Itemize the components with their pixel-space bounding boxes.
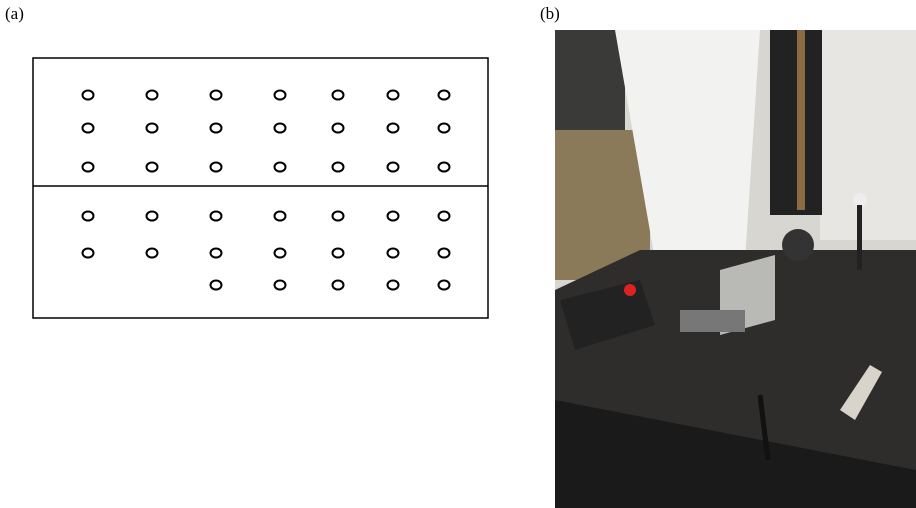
hole bbox=[83, 249, 94, 258]
hole bbox=[439, 124, 450, 133]
page: (a) (b) (() => { const data = JSON.parse… bbox=[0, 0, 916, 508]
plate-outline bbox=[33, 58, 488, 318]
hole bbox=[439, 212, 450, 221]
hole bbox=[388, 163, 399, 172]
hole bbox=[275, 91, 286, 100]
hole bbox=[211, 91, 222, 100]
photo-scale bbox=[797, 30, 805, 210]
hole bbox=[147, 249, 158, 258]
hole bbox=[439, 281, 450, 290]
hole bbox=[275, 212, 286, 221]
hole bbox=[333, 163, 344, 172]
hole bbox=[439, 249, 450, 258]
figure bbox=[0, 0, 916, 508]
hole bbox=[275, 281, 286, 290]
hole bbox=[275, 124, 286, 133]
hole bbox=[275, 163, 286, 172]
hole bbox=[388, 249, 399, 258]
photo-wall bbox=[820, 30, 916, 240]
photo-stand bbox=[857, 205, 862, 270]
photo-column bbox=[770, 30, 822, 215]
hole bbox=[211, 249, 222, 258]
hole bbox=[211, 281, 222, 290]
hole bbox=[83, 124, 94, 133]
photo-vise bbox=[680, 310, 745, 332]
hole bbox=[147, 91, 158, 100]
hole bbox=[147, 212, 158, 221]
hole bbox=[83, 163, 94, 172]
hole bbox=[83, 91, 94, 100]
hole bbox=[333, 249, 344, 258]
hole bbox=[333, 124, 344, 133]
hole bbox=[388, 91, 399, 100]
hole bbox=[388, 281, 399, 290]
hole bbox=[333, 281, 344, 290]
hole bbox=[211, 212, 222, 221]
hole bbox=[211, 163, 222, 172]
hole bbox=[211, 124, 222, 133]
hole bbox=[439, 163, 450, 172]
photo bbox=[555, 30, 916, 508]
hole-diagram bbox=[33, 58, 488, 318]
photo-shelf bbox=[555, 30, 625, 130]
photo-ref-sphere bbox=[853, 193, 867, 207]
hole bbox=[333, 212, 344, 221]
photo-probe-head bbox=[782, 229, 814, 261]
hole bbox=[275, 249, 286, 258]
hole bbox=[388, 124, 399, 133]
hole bbox=[333, 91, 344, 100]
hole bbox=[388, 212, 399, 221]
hole bbox=[83, 212, 94, 221]
photo-estop bbox=[624, 284, 636, 296]
hole bbox=[439, 91, 450, 100]
hole bbox=[147, 163, 158, 172]
hole bbox=[147, 124, 158, 133]
